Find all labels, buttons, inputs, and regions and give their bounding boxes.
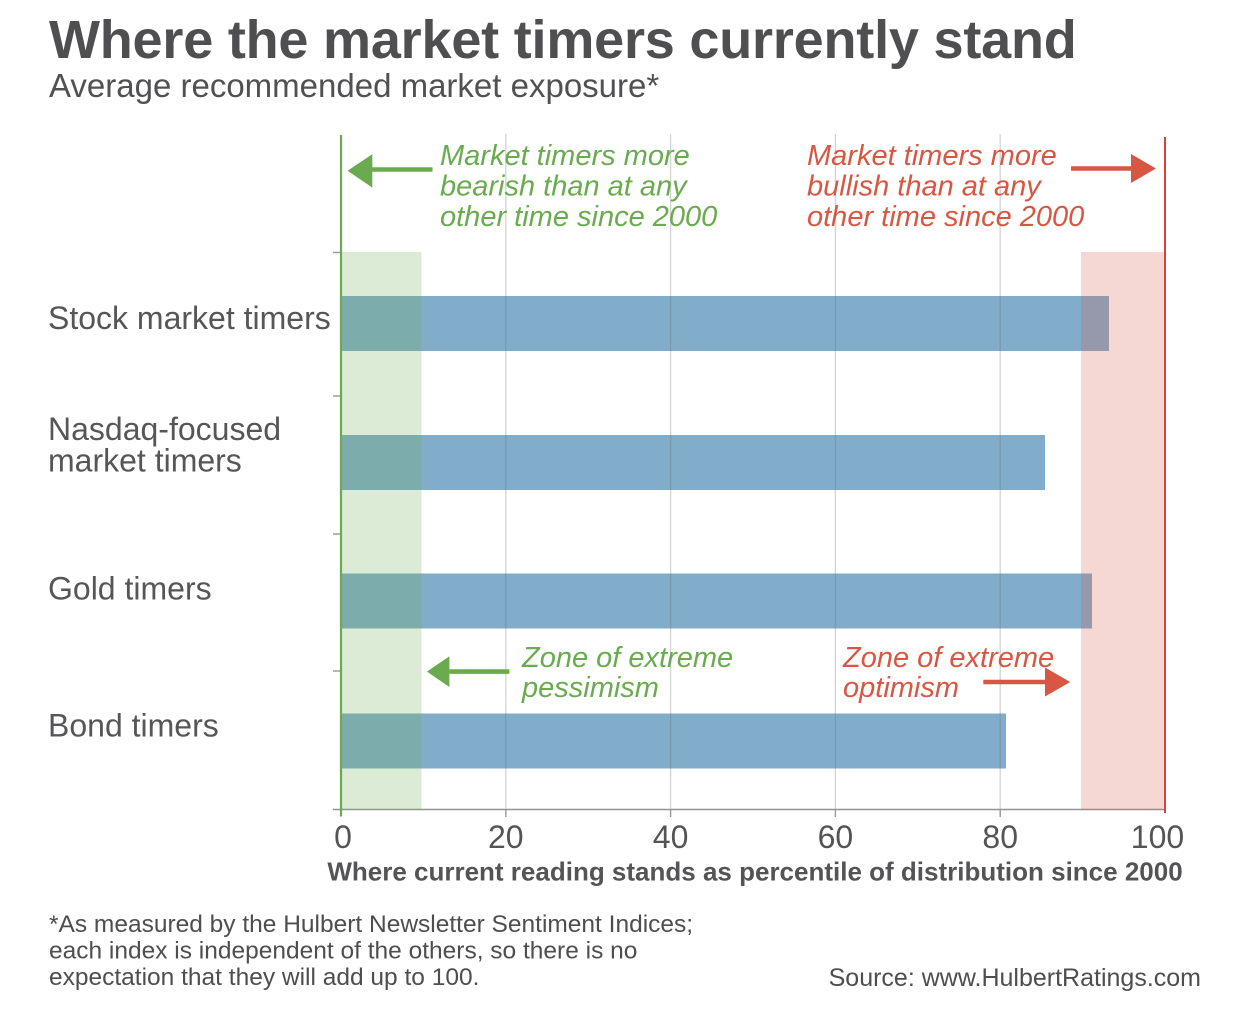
svg-text:optimism: optimism [843,672,959,704]
svg-text:market timers: market timers [48,443,242,479]
svg-text:*As measured by the Hulbert Ne: *As measured by the Hulbert Newsletter S… [49,911,693,938]
svg-text:Zone of extreme: Zone of extreme [521,642,733,674]
svg-text:Market timers more: Market timers more [807,140,1057,172]
svg-text:expectation that they will add: expectation that they will add up to 100… [49,964,479,991]
svg-text:Nasdaq-focused: Nasdaq-focused [48,411,281,447]
svg-text:Where the market timers curren: Where the market timers currently stand [49,10,1077,70]
svg-text:Gold timers: Gold timers [48,571,212,607]
svg-text:Source: www.HulbertRatings.com: Source: www.HulbertRatings.com [829,964,1201,992]
svg-text:20: 20 [488,819,524,855]
svg-text:0: 0 [334,819,352,855]
svg-text:Average recommended market exp: Average recommended market exposure* [49,67,659,104]
svg-text:40: 40 [653,819,689,855]
svg-text:each index is independent of t: each index is independent of the others,… [49,938,637,965]
svg-text:Zone of extreme: Zone of extreme [842,642,1054,674]
svg-text:Market timers more: Market timers more [440,140,690,172]
svg-text:100: 100 [1131,819,1184,855]
svg-text:Where current reading stands a: Where current reading stands as percenti… [327,857,1182,887]
svg-text:other time since 2000: other time since 2000 [440,201,717,233]
svg-text:other time since 2000: other time since 2000 [807,201,1084,233]
svg-text:Stock market timers: Stock market timers [48,300,331,336]
svg-text:bullish than at any: bullish than at any [807,171,1042,203]
svg-text:bearish than at any: bearish than at any [440,171,688,203]
svg-text:60: 60 [818,819,854,855]
svg-text:Bond timers: Bond timers [48,708,219,744]
svg-text:pessimism: pessimism [521,672,659,704]
svg-text:80: 80 [982,819,1018,855]
